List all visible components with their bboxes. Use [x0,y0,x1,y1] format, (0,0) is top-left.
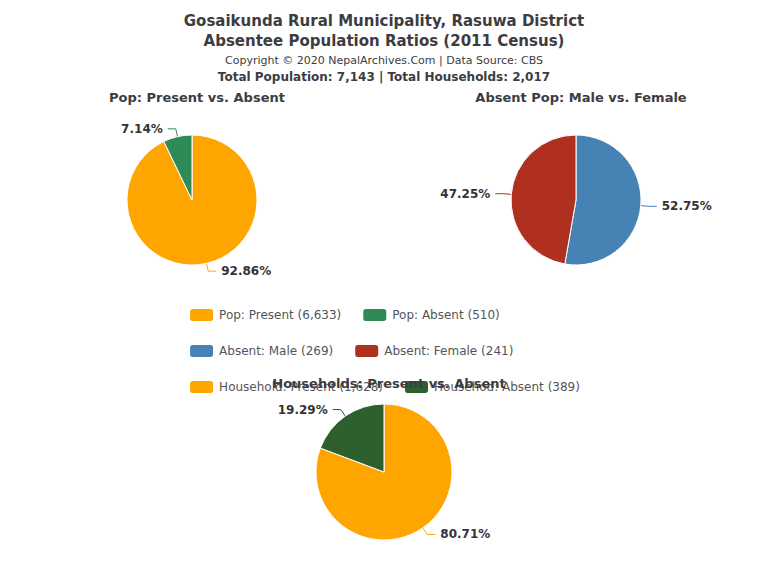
svg-text:Copyright © 2020 NepalArchives: Copyright © 2020 NepalArchives.Com | Dat… [225,54,543,67]
svg-text:Gosaikunda Rural Municipality,: Gosaikunda Rural Municipality, Rasuwa Di… [184,12,584,30]
svg-text:7.14%: 7.14% [121,122,163,136]
svg-text:92.86%: 92.86% [221,264,271,278]
svg-text:Households: Present vs. Absent: Households: Present vs. Absent [272,376,505,391]
svg-text:47.25%: 47.25% [440,187,490,201]
svg-text:Total Population: 7,143 | Tota: Total Population: 7,143 | Total Househol… [218,70,550,84]
svg-text:52.75%: 52.75% [662,199,712,213]
svg-text:Pop: Absent (510): Pop: Absent (510) [392,308,499,322]
svg-text:Absent Pop: Male vs. Female: Absent Pop: Male vs. Female [475,90,687,105]
svg-text:Househod: Absent (389): Househod: Absent (389) [434,380,580,394]
svg-text:19.29%: 19.29% [278,403,328,417]
svg-text:Pop: Present (6,633): Pop: Present (6,633) [219,308,341,322]
svg-text:Absent: Male (269): Absent: Male (269) [219,344,333,358]
svg-text:Absent: Female (241): Absent: Female (241) [384,344,513,358]
svg-text:Pop: Present vs. Absent: Pop: Present vs. Absent [109,90,285,105]
svg-text:80.71%: 80.71% [440,527,490,541]
svg-text:Absentee Population Ratios (20: Absentee Population Ratios (2011 Census) [204,32,565,50]
